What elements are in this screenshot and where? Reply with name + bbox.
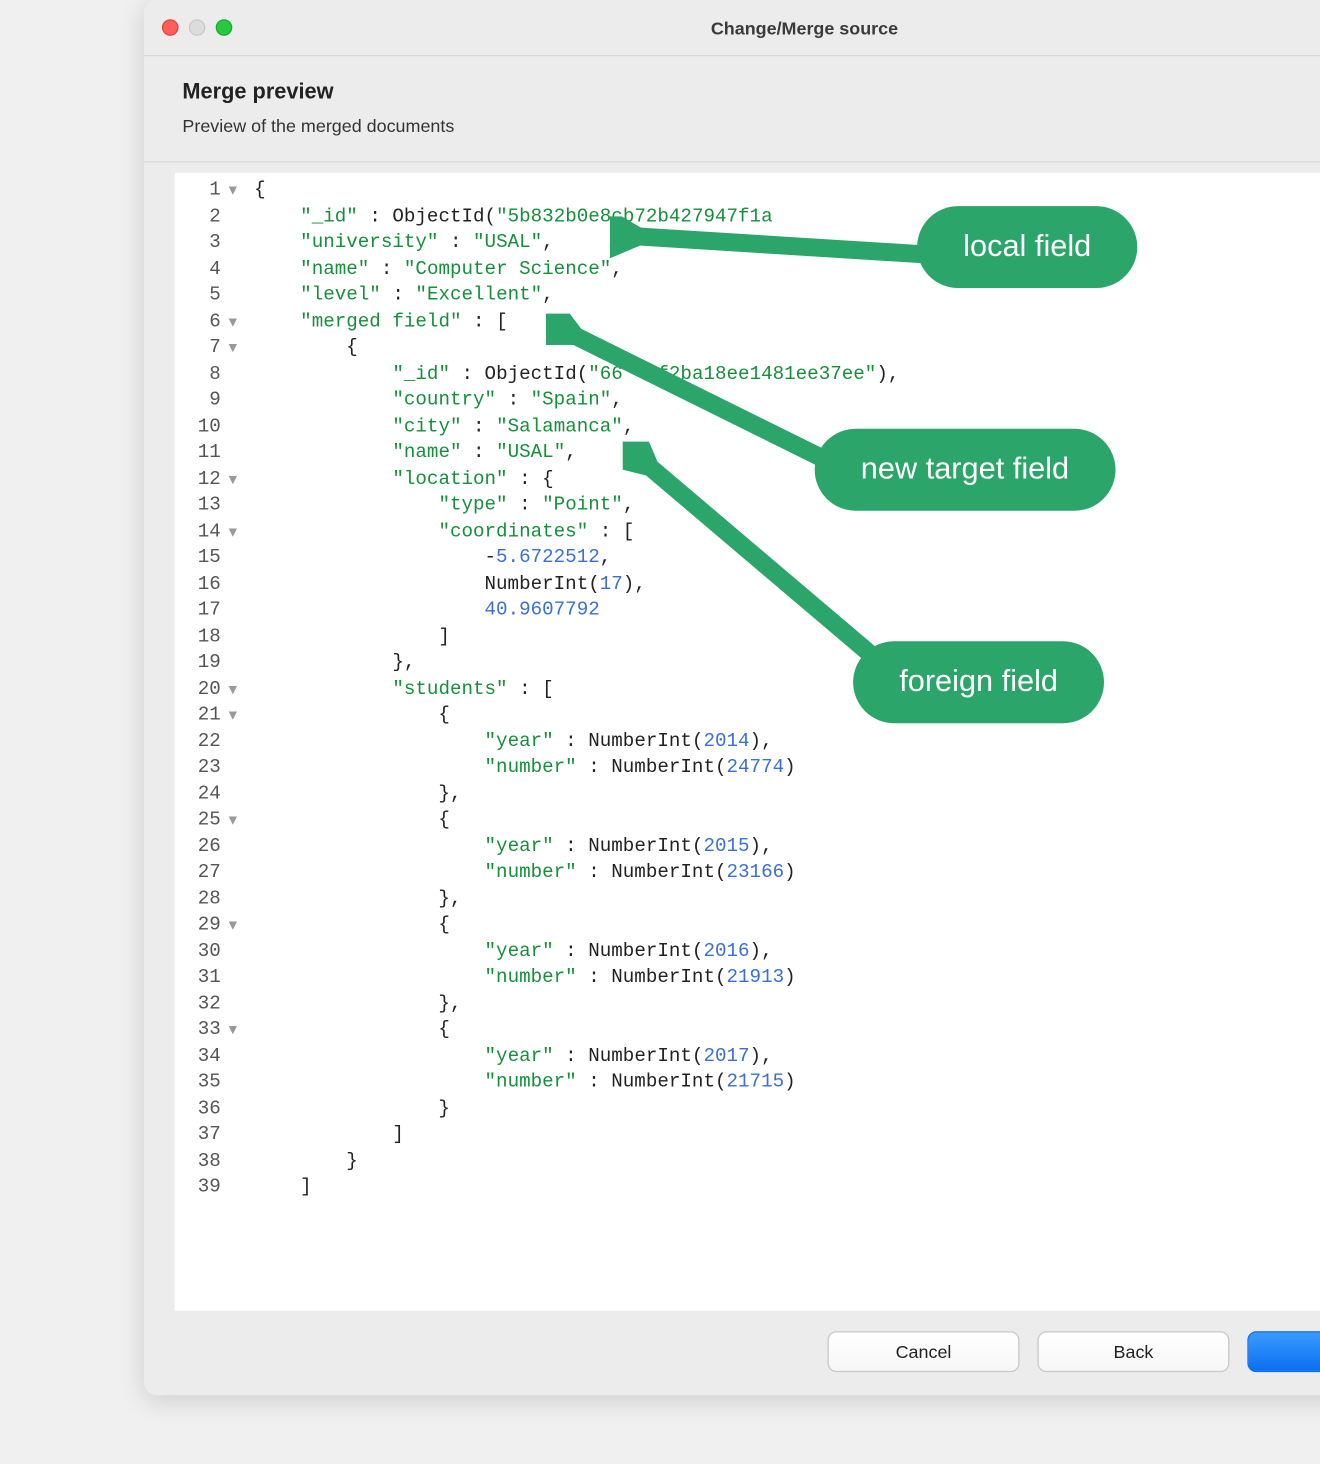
header: Merge preview Preview of the merged docu… [144, 56, 1320, 162]
titlebar: Change/Merge source [144, 0, 1320, 56]
window-title: Change/Merge source [144, 17, 1320, 37]
finish-button[interactable]: Finish [1247, 1331, 1320, 1372]
line-number-gutter: 1234567891011121314151617181920212223242… [175, 173, 226, 1311]
back-button[interactable]: Back [1037, 1331, 1229, 1372]
cancel-button[interactable]: Cancel [828, 1331, 1020, 1372]
code-content[interactable]: { "_id" : ObjectId("5b832b0e8cb72b427947… [249, 173, 1320, 1311]
code-editor[interactable]: 1234567891011121314151617181920212223242… [175, 173, 1320, 1311]
annotation-new-target-field: new target field [815, 429, 1116, 511]
page-subtitle: Preview of the merged documents [182, 115, 1320, 135]
annotation-foreign-field: foreign field [853, 641, 1104, 723]
dialog-window: Change/Merge source Merge preview Previe… [144, 0, 1320, 1395]
fold-gutter: ▼▼▼▼▼▼▼▼▼▼ [226, 173, 249, 1311]
button-row: Cancel Back Finish [144, 1316, 1320, 1395]
annotation-local-field: local field [917, 206, 1137, 288]
page-title: Merge preview [182, 79, 1320, 105]
